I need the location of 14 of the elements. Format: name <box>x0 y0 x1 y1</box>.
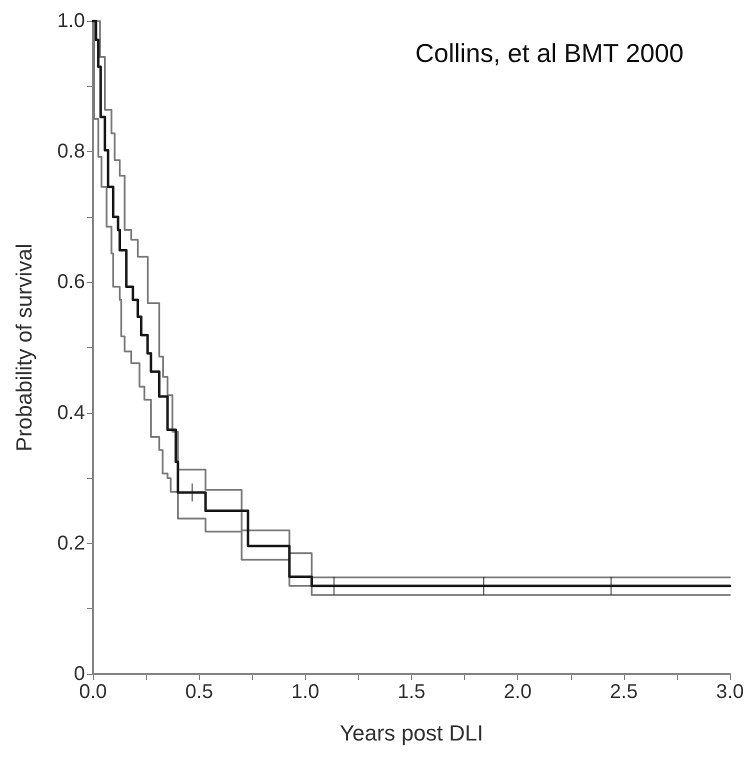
x-axis-title: Years post DLI <box>340 720 484 746</box>
y-axis-title: Probability of survival <box>12 244 36 452</box>
y-tick-label: 0.2 <box>57 532 85 554</box>
x-tick-label: 0.5 <box>185 681 214 703</box>
annotation: Collins, et al BMT 2000 <box>415 38 684 68</box>
x-tick-label: 1.5 <box>398 681 426 703</box>
x-tick-label: 2.0 <box>504 681 532 703</box>
y-tick-label: 1.0 <box>57 10 85 32</box>
y-tick-label: 0.6 <box>57 271 85 294</box>
x-tick-label: 2.5 <box>610 681 638 703</box>
y-tick-label: 0.8 <box>57 140 85 163</box>
x-tick-label: 3.0 <box>716 681 744 703</box>
y-tick-label: 0.4 <box>57 402 85 424</box>
x-tick-label: 1.0 <box>291 681 320 703</box>
